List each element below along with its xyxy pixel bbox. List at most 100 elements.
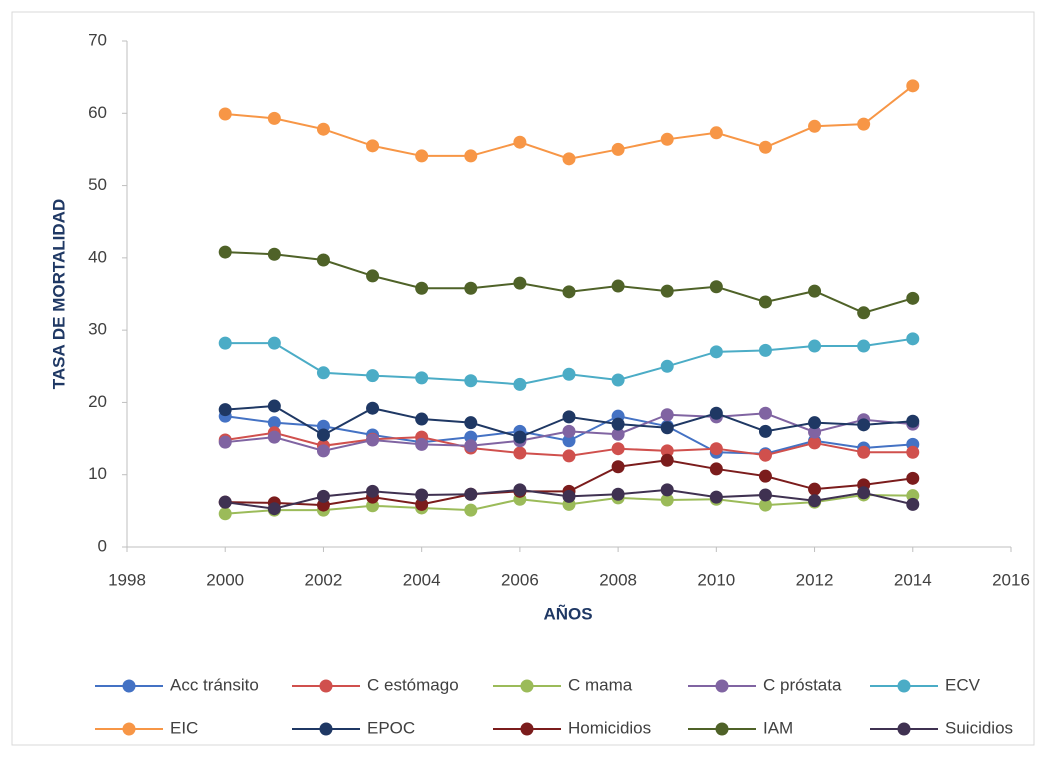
point [808,436,822,450]
point [611,427,625,441]
point [513,377,527,391]
legend-label: EPOC [367,718,415,737]
x-tick-label: 2012 [796,570,834,589]
legend-marker [122,722,136,736]
legend-label: ECV [945,675,981,694]
point [267,247,281,261]
point [513,430,527,444]
y-tick-label: 10 [88,464,107,483]
point [267,430,281,444]
legend-marker [520,679,534,693]
point [218,107,232,121]
legend-label: EIC [170,718,198,737]
point [709,280,723,294]
legend-label: Acc tránsito [170,675,259,694]
point [218,245,232,259]
point [562,410,576,424]
point [906,445,920,459]
legend-label: C mama [568,675,633,694]
x-tick-label: 2014 [894,570,932,589]
point [808,284,822,298]
point [415,497,429,511]
legend-marker [319,722,333,736]
point [906,471,920,485]
point [464,374,478,388]
point [709,462,723,476]
point [758,448,772,462]
point [758,343,772,357]
y-axis-title: TASA DE MORTALIDAD [49,199,68,389]
point [464,503,478,517]
point [758,498,772,512]
point [464,487,478,501]
y-tick-label: 40 [88,247,107,266]
point [906,497,920,511]
point [611,442,625,456]
legend-label: Homicidios [568,718,651,737]
y-tick-label: 60 [88,103,107,122]
point [513,483,527,497]
point [316,122,330,136]
point [562,367,576,381]
point [660,493,674,507]
point [218,507,232,521]
point [808,494,822,508]
x-tick-label: 2002 [305,570,343,589]
point [267,502,281,516]
point [562,285,576,299]
legend-marker [122,679,136,693]
point [562,449,576,463]
point [415,281,429,295]
point [513,135,527,149]
point [316,253,330,267]
point [366,139,380,153]
point [660,132,674,146]
point [808,482,822,496]
point [267,416,281,430]
point [660,453,674,467]
x-tick-label: 2016 [992,570,1030,589]
point [660,284,674,298]
point [906,79,920,93]
legend-label: C estómago [367,675,459,694]
chart-frame [11,11,1035,746]
point [758,424,772,438]
point [218,336,232,350]
point [709,490,723,504]
x-tick-label: 2010 [697,570,735,589]
point [513,276,527,290]
point [562,489,576,503]
y-tick-label: 70 [88,30,107,49]
point [267,336,281,350]
x-tick-label: 2006 [501,570,539,589]
point [857,445,871,459]
point [464,439,478,453]
legend-marker [319,679,333,693]
point [709,126,723,140]
point [611,279,625,293]
point [316,489,330,503]
point [857,418,871,432]
point [267,111,281,125]
point [415,488,429,502]
point [415,371,429,385]
point [218,495,232,509]
point [464,416,478,430]
x-tick-label: 2008 [599,570,637,589]
y-tick-label: 30 [88,320,107,339]
legend-marker [897,679,911,693]
point [316,428,330,442]
point [857,306,871,320]
point [415,412,429,426]
point [562,434,576,448]
point [660,359,674,373]
point [366,433,380,447]
point [218,403,232,417]
point [808,119,822,133]
point [660,483,674,497]
point [611,417,625,431]
point [808,339,822,353]
point [366,484,380,498]
point [709,406,723,420]
